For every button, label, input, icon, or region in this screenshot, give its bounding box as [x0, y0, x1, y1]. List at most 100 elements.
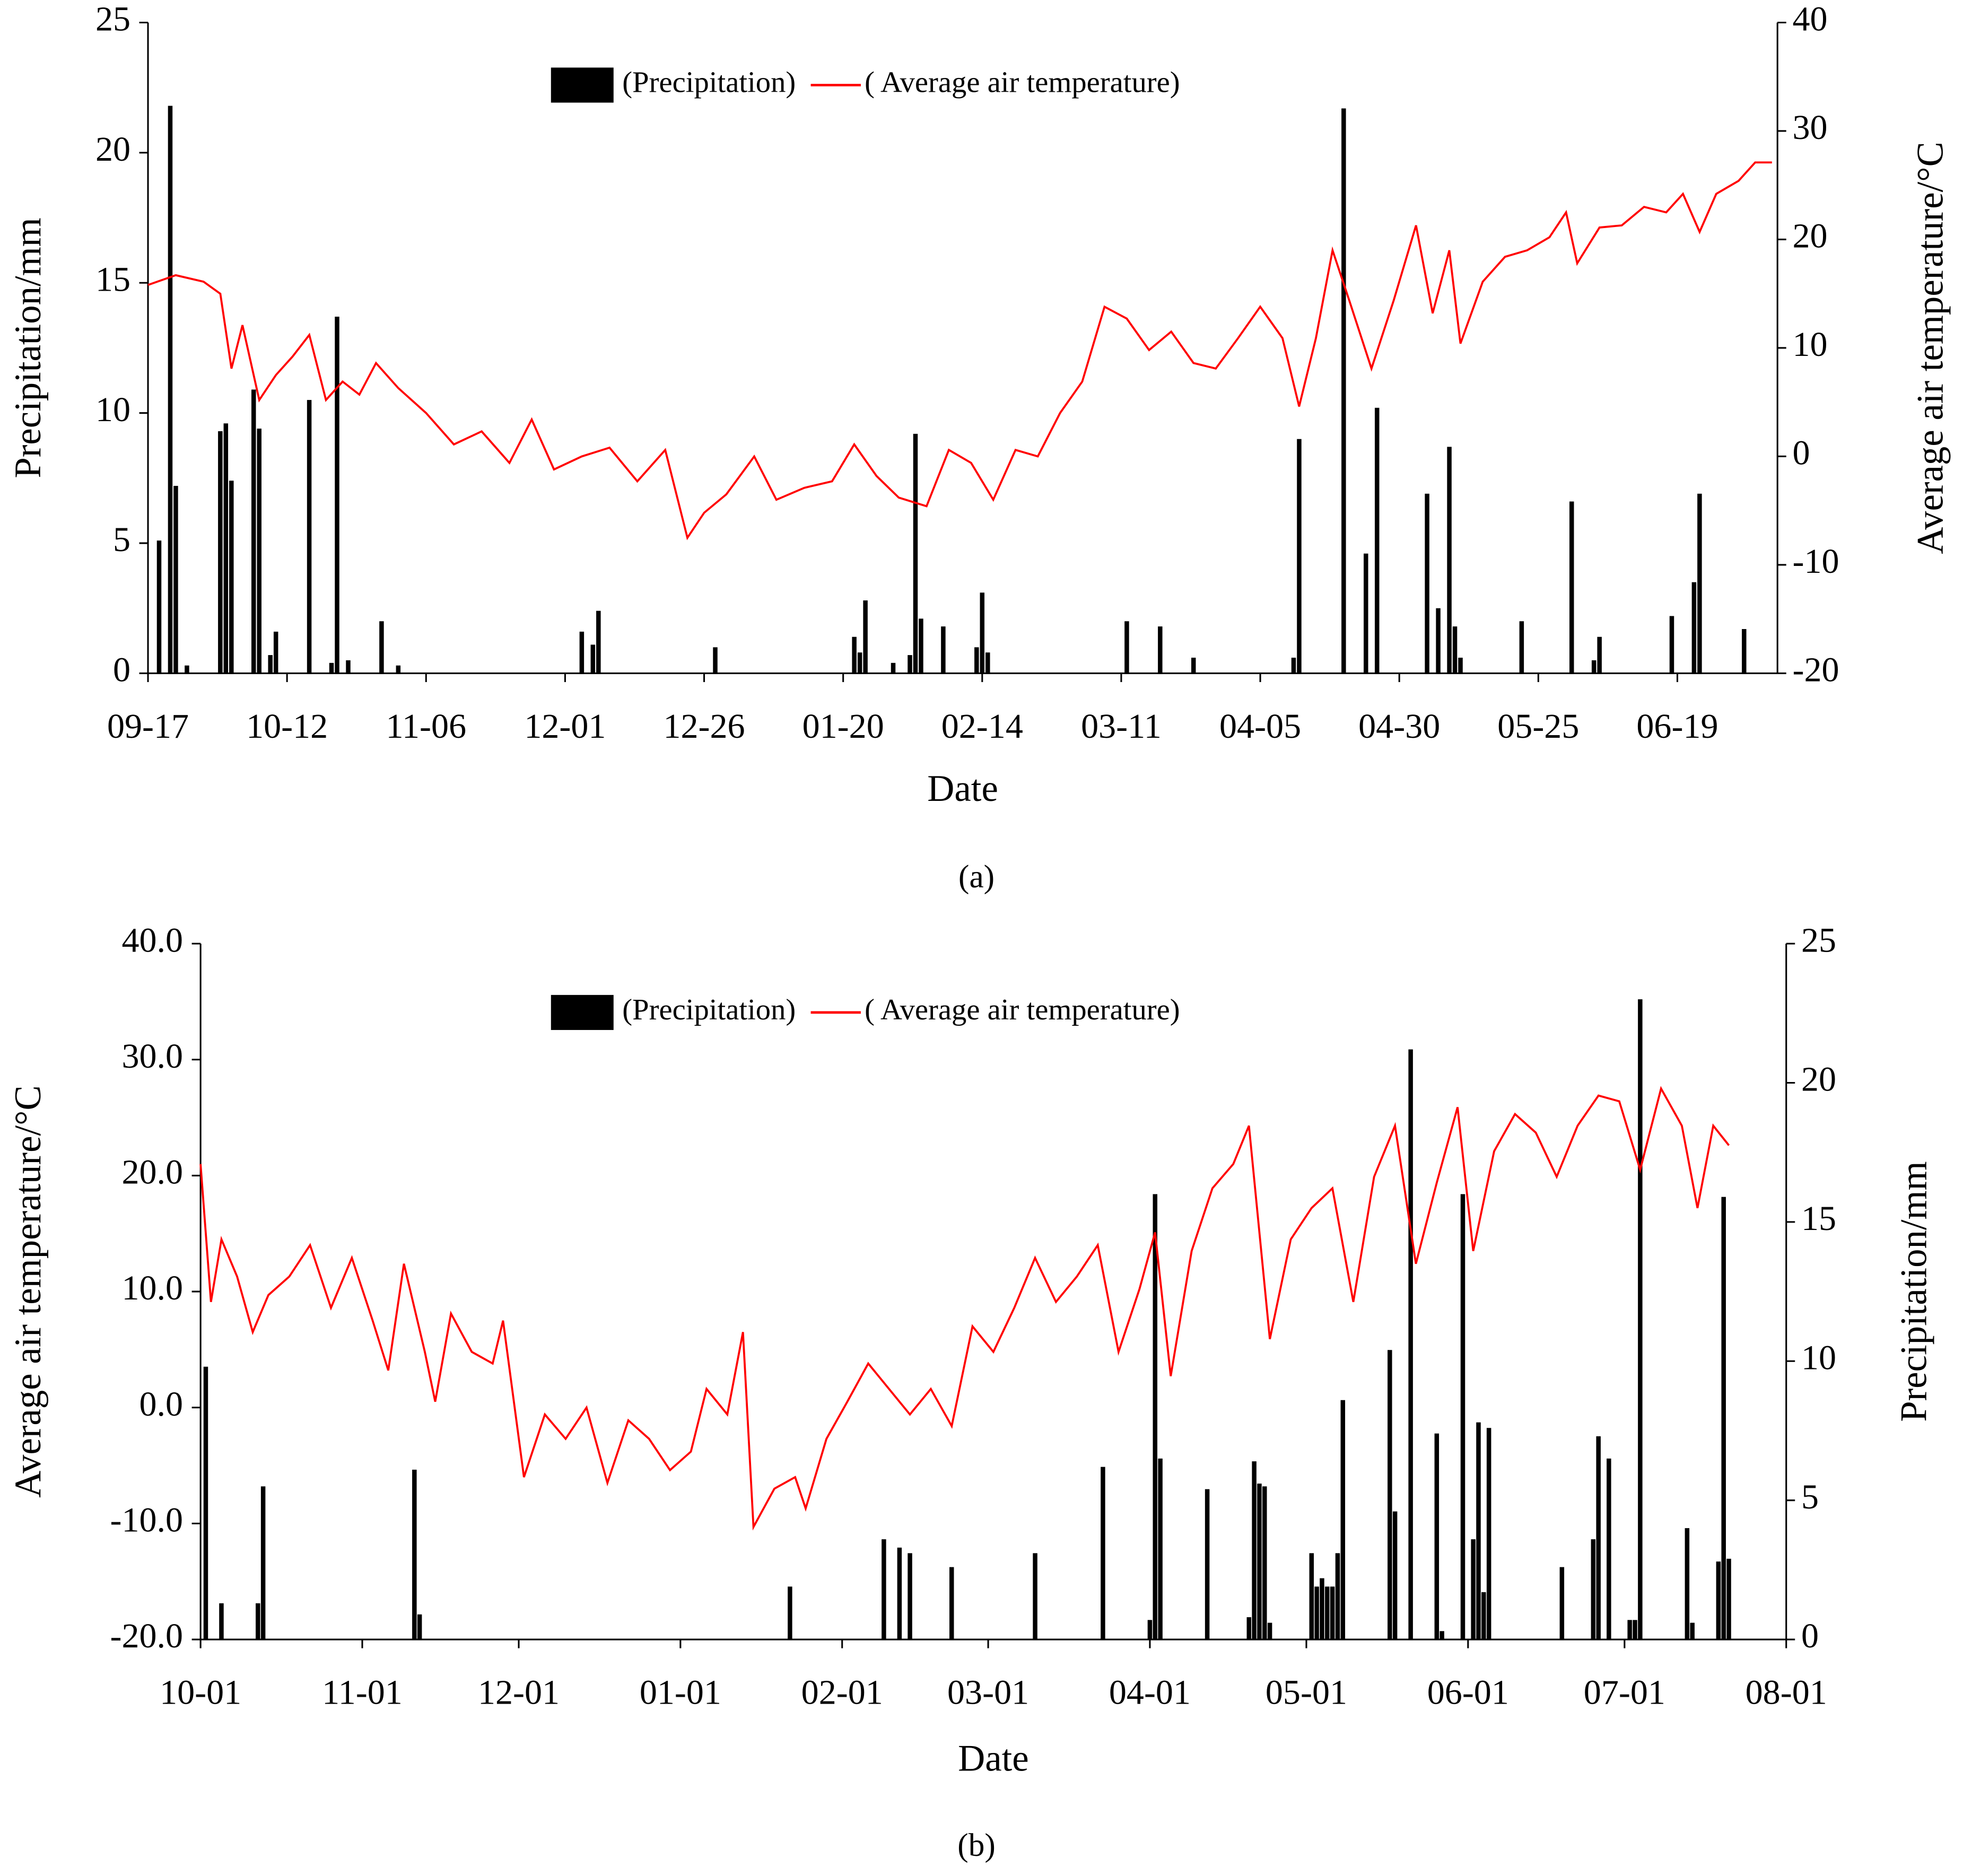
bar: [857, 652, 862, 674]
bar: [1205, 1489, 1210, 1640]
bar: [379, 621, 384, 674]
bar: [1591, 660, 1596, 674]
legend-label: ( Average air temperature): [865, 993, 1180, 1026]
bar: [1246, 1617, 1252, 1640]
bar: [1392, 1511, 1398, 1640]
y-axis-label: Average air temperature/°C: [7, 1085, 49, 1498]
legend-label: (Precipitation): [622, 993, 796, 1026]
bar: [1257, 1484, 1262, 1640]
y2-tick-label: 0: [1793, 434, 1810, 473]
panel-caption: (b): [957, 1827, 996, 1863]
bar: [1697, 493, 1702, 674]
bar: [173, 486, 178, 674]
bar: [1335, 1553, 1340, 1640]
bar: [1638, 999, 1643, 1640]
bar: [346, 660, 351, 674]
bar: [1460, 1194, 1465, 1640]
y-axis-label: Precipitation/mm: [7, 217, 49, 478]
bar: [1434, 1433, 1439, 1640]
bar: [1669, 616, 1674, 674]
y2-axis-label: Precipitation/mm: [1894, 1161, 1935, 1421]
y-tick-label: 10.0: [121, 1269, 183, 1307]
bar: [1436, 608, 1441, 674]
x-tick-label: 02-14: [941, 707, 1023, 746]
bar: [1158, 1458, 1163, 1640]
y-tick-label: 20: [95, 130, 130, 169]
bar: [185, 665, 189, 674]
bar: [1153, 1194, 1158, 1640]
bar: [1596, 1436, 1601, 1640]
y2-axis-label: Average air temperature/°C: [1909, 142, 1951, 554]
bar: [713, 647, 718, 674]
bar: [1408, 1049, 1413, 1640]
x-tick-label: 04-30: [1358, 707, 1440, 746]
bar: [223, 423, 229, 674]
bar: [1481, 1592, 1486, 1640]
legend-label: (Precipitation): [622, 66, 796, 99]
legend-label: ( Average air temperature): [865, 66, 1180, 99]
bar: [1364, 553, 1368, 674]
x-tick-label: 10-01: [160, 1673, 241, 1712]
bar: [974, 647, 979, 674]
bar: [268, 655, 273, 674]
bar: [1471, 1539, 1476, 1640]
bar: [1297, 439, 1302, 674]
x-tick-label: 07-01: [1584, 1673, 1665, 1712]
bar: [1267, 1622, 1272, 1640]
y-tick-label: 10: [95, 390, 130, 429]
y-tick-label: 5: [113, 520, 130, 559]
x-tick-label: 11-01: [322, 1673, 403, 1712]
temperature-line: [199, 1086, 1730, 1531]
y-tick-label: 0: [113, 651, 130, 690]
x-tick-label: 04-05: [1219, 707, 1301, 746]
y2-tick-label: 10: [1793, 325, 1828, 364]
x-tick-label: 09-17: [107, 707, 189, 746]
y-tick-label: 30.0: [121, 1037, 183, 1076]
bar: [1519, 621, 1524, 674]
bar: [882, 1539, 886, 1640]
bar: [1320, 1578, 1324, 1640]
x-tick-label: 12-26: [663, 707, 745, 746]
bar: [1191, 658, 1196, 674]
y-tick-label: 15: [95, 260, 130, 299]
bar: [229, 481, 234, 674]
bar: [1262, 1486, 1267, 1640]
x-tick-label: 05-25: [1497, 707, 1579, 746]
bar: [1124, 621, 1129, 674]
bar: [1742, 629, 1747, 674]
x-tick-label: 05-01: [1266, 1673, 1347, 1712]
bar: [949, 1567, 954, 1640]
bar: [218, 431, 223, 674]
bar: [579, 631, 584, 674]
bar: [203, 1366, 208, 1640]
bar: [335, 317, 339, 674]
panel-caption: (a): [958, 859, 994, 895]
bar: [1690, 1622, 1695, 1640]
bar: [1309, 1553, 1314, 1640]
bar: [273, 631, 278, 674]
y2-tick-label: -20: [1793, 651, 1839, 690]
bar: [596, 610, 601, 674]
bar: [1341, 108, 1346, 674]
x-tick-label: 01-01: [640, 1673, 721, 1712]
y2-tick-label: -10: [1793, 542, 1839, 581]
bar: [1291, 658, 1296, 674]
x-tick-label: 10-12: [246, 707, 328, 746]
x-tick-label: 01-20: [802, 707, 884, 746]
x-tick-label: 06-01: [1427, 1673, 1509, 1712]
bar: [1314, 1586, 1319, 1640]
bar: [1559, 1567, 1565, 1640]
bar: [863, 600, 868, 674]
x-tick-label: 12-01: [524, 707, 606, 746]
bar: [1452, 626, 1458, 674]
bar: [1147, 1620, 1153, 1640]
y-tick-label: 0.0: [139, 1385, 184, 1424]
x-tick-label: 03-01: [947, 1673, 1029, 1712]
bar: [1425, 493, 1429, 674]
x-tick-label: 06-19: [1636, 707, 1718, 746]
y2-tick-label: 0: [1801, 1617, 1819, 1655]
x-tick-label: 08-01: [1746, 1673, 1827, 1712]
bar: [1486, 1428, 1491, 1640]
legend-swatch: [551, 67, 614, 103]
bar: [1607, 1458, 1611, 1640]
